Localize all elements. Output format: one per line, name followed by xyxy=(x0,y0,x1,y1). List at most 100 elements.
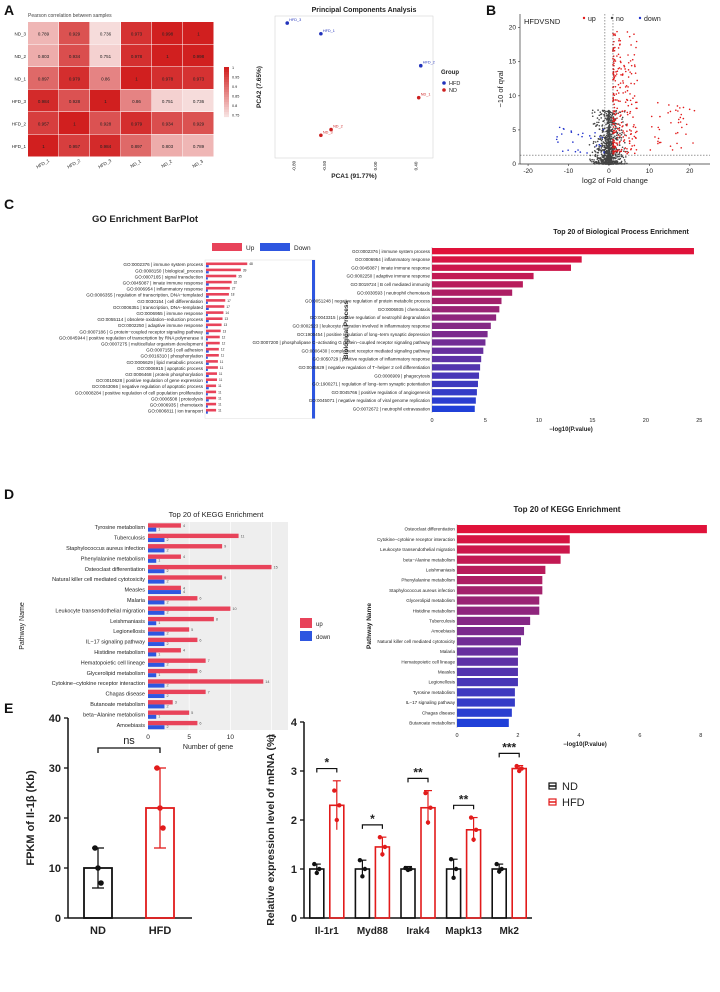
kegg-enrich-category: Histidine metabolism xyxy=(413,608,456,613)
volcano-point xyxy=(599,138,602,141)
volcano-point xyxy=(631,138,634,140)
heatmap-cell xyxy=(121,67,152,89)
volcano-point xyxy=(619,135,621,137)
volcano-point xyxy=(630,64,633,67)
heatmap-legend-tick: 0.95 xyxy=(232,76,239,80)
volcano-point xyxy=(614,131,617,134)
volcano-point xyxy=(606,144,608,147)
volcano-point xyxy=(593,111,596,113)
go-enrich-xtick: 15 xyxy=(589,418,595,424)
go-bar-value: 11 xyxy=(218,390,222,394)
qpcr-point xyxy=(428,805,433,810)
fpkm-ytick: 40 xyxy=(49,713,61,725)
kegg-bar-category: Measles xyxy=(125,588,146,594)
volcano-point xyxy=(605,158,608,160)
volcano-point xyxy=(604,145,606,147)
heatmap-legend-tick: 0.75 xyxy=(232,114,239,118)
volcano-point xyxy=(617,53,620,56)
volcano-ytick: 10 xyxy=(509,93,517,100)
volcano-point xyxy=(616,99,618,101)
kegg-bar-down-value: 2 xyxy=(166,548,168,552)
go-bar-up xyxy=(206,372,217,375)
qpcr-bar xyxy=(308,868,325,919)
heatmap-col-label: HFD_3 xyxy=(97,158,112,170)
go-bar-down xyxy=(206,332,209,335)
qpcr-bar xyxy=(465,828,482,919)
kegg-bar-up-value: 15 xyxy=(274,565,278,569)
volcano-point xyxy=(593,149,596,152)
go-enrich-xtick: 25 xyxy=(696,418,702,424)
volcano-point xyxy=(626,31,629,33)
volcano-point xyxy=(596,123,599,126)
volcano-point xyxy=(627,86,629,88)
volcano-point xyxy=(657,142,659,145)
volcano-point xyxy=(592,162,595,165)
kegg-bar-down xyxy=(148,694,165,699)
qpcr-point xyxy=(317,866,322,872)
kegg-enrich-category: Cytokine−cytokine receptor interaction xyxy=(377,537,455,542)
pca-legend-dot xyxy=(442,81,446,85)
qpcr-bar xyxy=(491,868,508,919)
heatmap-legend-step xyxy=(224,112,229,115)
volcano-point xyxy=(650,125,653,128)
go-bar-value: 17 xyxy=(227,299,231,303)
volcano-point xyxy=(657,126,660,129)
pca-xtick: -0.80 xyxy=(291,160,296,171)
volcano-point xyxy=(622,136,625,138)
go-bar-down xyxy=(206,344,208,347)
volcano-point xyxy=(594,141,597,143)
go-legend-up: Up xyxy=(246,245,255,252)
go-enrich-bar xyxy=(432,306,500,313)
heatmap-cell xyxy=(152,44,183,67)
pca-ylabel: PCA2 (7.65%) xyxy=(256,66,263,108)
kegg-bar-up xyxy=(148,648,181,653)
volcano-point xyxy=(614,126,617,128)
qpcr-sig-bracket xyxy=(498,752,520,758)
volcano-point xyxy=(609,160,611,163)
volcano-point xyxy=(608,130,611,133)
heatmap-value: 1 xyxy=(197,31,200,36)
kegg-bar-up xyxy=(148,637,198,643)
volcano-legend-label: no xyxy=(616,16,624,23)
kegg-legend-down-swatch xyxy=(300,631,312,641)
kegg-bar-up xyxy=(148,606,231,611)
go-bar-up xyxy=(206,280,232,284)
go-bar-category: GO:0002376 | immune system process xyxy=(123,262,203,267)
volcano-point xyxy=(626,150,628,153)
volcano-point xyxy=(614,75,617,77)
volcano-point xyxy=(608,149,611,151)
volcano-point xyxy=(615,112,618,115)
volcano-point xyxy=(613,49,616,52)
heatmap-cell xyxy=(28,112,59,134)
kegg-enrich-category: Phenylalanine metabolism xyxy=(401,578,455,583)
volcano-point xyxy=(601,109,604,112)
volcano-point xyxy=(614,79,617,82)
go-bar-value: 11 xyxy=(219,378,223,382)
volcano-point xyxy=(608,136,611,139)
volcano-point xyxy=(680,113,683,116)
go-bar-up xyxy=(206,299,226,302)
pca-xlabel: PCA1 (91.77%) xyxy=(331,173,377,180)
fpkm-sig: ns xyxy=(123,735,135,747)
go-enrich-bar xyxy=(432,339,486,346)
heatmap-value: 0.998 xyxy=(162,31,174,36)
volcano-point xyxy=(596,156,598,158)
kegg-enrich-xtick: 0 xyxy=(455,733,458,739)
volcano-point xyxy=(626,123,628,125)
kegg-bar-down-value: 1 xyxy=(158,715,160,719)
volcano-point xyxy=(624,151,627,153)
volcano-point xyxy=(617,155,619,158)
volcano-point xyxy=(634,136,637,139)
volcano-point xyxy=(610,150,613,153)
heatmap-cell xyxy=(183,134,214,157)
volcano-point xyxy=(618,155,620,158)
qpcr-point xyxy=(425,820,431,825)
volcano-xtick: 10 xyxy=(646,168,654,175)
fpkm-point xyxy=(95,865,101,871)
go-bar-up xyxy=(206,378,217,381)
kegg-bar-category: Tuberculosis xyxy=(114,536,145,542)
pca-xtick: -0.50 xyxy=(322,160,327,171)
volcano-point xyxy=(597,160,600,163)
heatmap-cell xyxy=(28,134,59,157)
kegg-enrich-xtick: 8 xyxy=(699,733,702,739)
